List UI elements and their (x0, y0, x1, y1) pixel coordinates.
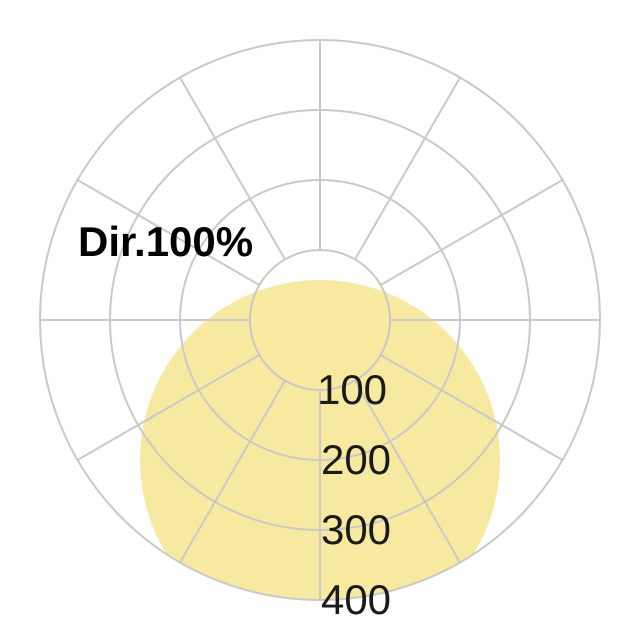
polar-chart: Dir.100% 100 200 300 400 (0, 0, 640, 640)
ring-label-300: 300 (321, 506, 391, 554)
ring-label-200: 200 (321, 436, 391, 484)
ring-label-400: 400 (321, 576, 391, 624)
direct-percentage-label: Dir.100% (78, 218, 253, 266)
ring-label-100: 100 (317, 366, 387, 414)
